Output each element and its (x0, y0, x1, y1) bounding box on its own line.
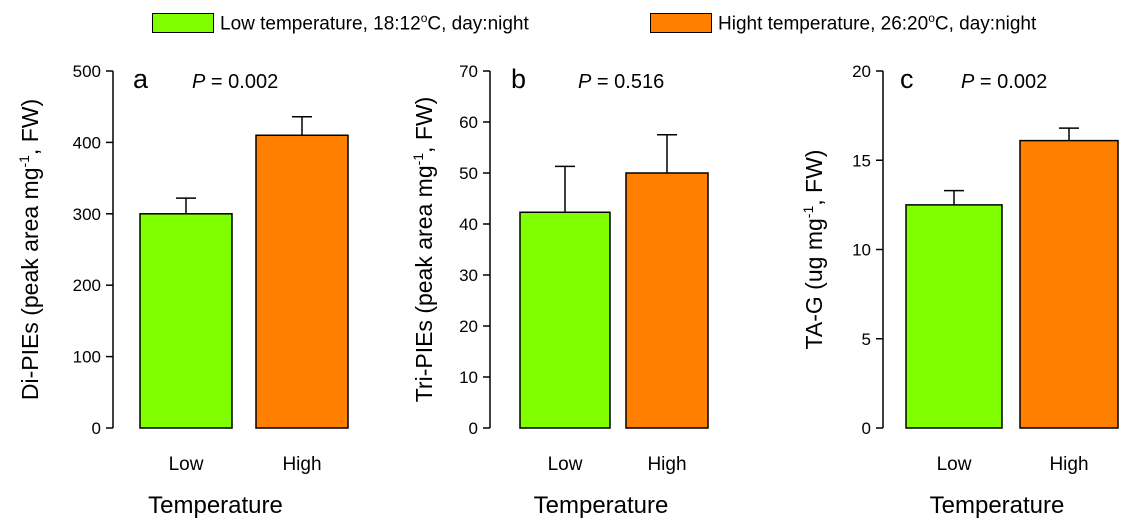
x-category-label: High (1049, 454, 1088, 475)
p-value-symbol: P (961, 71, 975, 93)
panel-label: a (133, 64, 149, 94)
y-axis-title-superscript: -1 (800, 206, 816, 219)
p-value-number: = 0.002 (205, 71, 278, 93)
legend-label-high-tail: C, day:night (934, 13, 1037, 35)
y-tick-label: 300 (73, 205, 101, 224)
legend-label-high-degree: o (928, 10, 935, 25)
y-axis-title-tail: , FW) (411, 97, 437, 153)
y-tick-label: 200 (73, 276, 101, 295)
y-tick-label: 70 (459, 62, 478, 81)
y-tick-label: 500 (73, 62, 101, 81)
legend-label-low-tail: C, day:night (427, 13, 529, 35)
bar-low (519, 211, 611, 429)
y-tick-label: 30 (459, 266, 478, 285)
bar-low (139, 213, 233, 429)
y-axis-title-tail: , FW) (17, 99, 43, 155)
y-tick-label: 40 (459, 215, 478, 234)
x-axis-title: Temperature (930, 492, 1065, 519)
legend-swatch-high (650, 13, 712, 33)
y-axis-title-superscript: -1 (410, 153, 426, 166)
legend-label-high-main: Hight temperature, 26:20 (718, 13, 929, 35)
y-tick-label: 100 (73, 348, 101, 367)
y-tick-label: 20 (459, 317, 478, 336)
y-tick-label: 0 (469, 419, 478, 438)
y-axis-title-main: TA-G (ug mg (801, 218, 827, 349)
legend-label-low-degree: o (420, 10, 428, 25)
p-value-annotation: P = 0.002 (192, 71, 278, 93)
p-value-number: = 0.002 (974, 71, 1047, 93)
y-tick-label: 10 (852, 241, 871, 260)
x-category-label: High (282, 454, 321, 475)
x-axis-title: Temperature (534, 492, 669, 519)
bar-low (905, 204, 1003, 429)
y-tick-label: 20 (852, 62, 871, 81)
x-axis-title: Temperature (148, 492, 283, 519)
legend-label-high: Hight temperature, 26:20oC, day:night (718, 11, 1036, 35)
bar-high (255, 134, 349, 429)
chart-panel-a: 0 100 200 300 400 500 Low High Temperature Di-PIE… (16, 62, 349, 519)
p-value-annotation: P = 0.002 (961, 71, 1047, 93)
y-tick-label: 0 (862, 419, 871, 438)
chart-panel-c: 0 5 10 15 20 Low High Temperature TA-G (ug mg-1,… (800, 62, 1119, 519)
bar-high (625, 172, 709, 429)
chart-panel-b: 0 10 20 30 40 50 60 70 Low High Temperature Tri-PIE… (410, 62, 709, 519)
p-value-symbol: P (192, 71, 206, 93)
y-tick-label: 50 (459, 164, 478, 183)
y-axis-title: Tri-PIEs (peak area mg-1, FW) (410, 97, 437, 403)
x-category-label: High (647, 454, 686, 475)
y-axis-title-main: Di-PIEs (peak area mg (17, 168, 43, 401)
legend-item-low: Low temperature, 18:12oC, day:night (152, 11, 529, 35)
y-axis-title-main: Tri-PIEs (peak area mg (411, 165, 437, 402)
p-value-number: = 0.516 (591, 71, 664, 93)
y-axis-title: TA-G (ug mg-1, FW) (800, 150, 827, 350)
p-value-symbol: P (578, 71, 592, 93)
x-category-label: Low (548, 454, 583, 475)
p-value-annotation: P = 0.516 (578, 71, 664, 93)
legend-item-high: Hight temperature, 26:20oC, day:night (650, 11, 1036, 35)
y-axis-title-superscript: -1 (16, 155, 32, 168)
y-axis-title-tail: , FW) (801, 150, 827, 206)
y-tick-label: 5 (862, 330, 871, 349)
y-tick-label: 15 (852, 151, 871, 170)
x-category-label: Low (169, 454, 204, 475)
legend-label-low: Low temperature, 18:12oC, day:night (220, 11, 529, 35)
y-tick-label: 10 (459, 368, 478, 387)
panel-label: c (900, 64, 914, 94)
legend-swatch-low (152, 13, 214, 33)
legend-label-low-main: Low temperature, 18:12 (220, 13, 421, 35)
y-axis-title: Di-PIEs (peak area mg-1, FW) (16, 99, 43, 400)
bar-high (1019, 139, 1119, 429)
panel-label: b (511, 64, 526, 94)
chart-legend: Low temperature, 18:12oC, day:night High… (0, 0, 1135, 44)
y-tick-label: 0 (92, 419, 101, 438)
y-tick-label: 60 (459, 113, 478, 132)
x-category-label: Low (937, 454, 972, 475)
y-tick-label: 400 (73, 133, 101, 152)
